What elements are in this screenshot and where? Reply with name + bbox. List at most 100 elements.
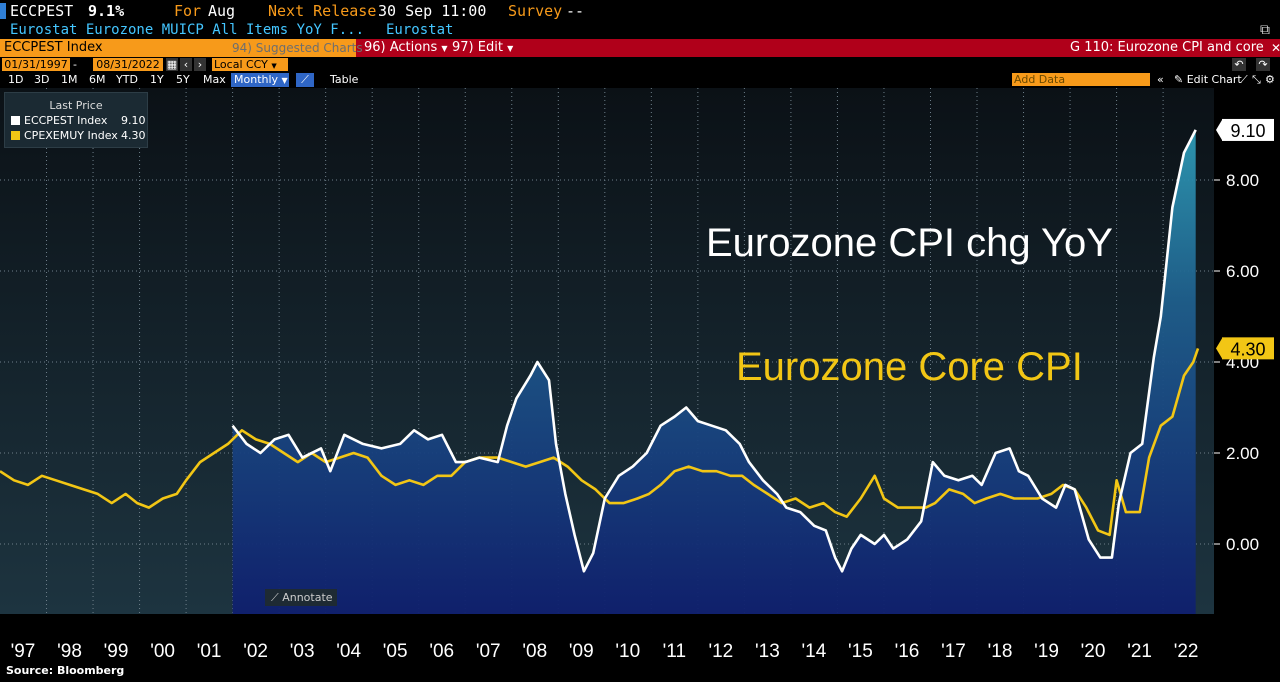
- x-tick-label: '17: [941, 641, 966, 662]
- y-tick-label: 8.00: [1226, 171, 1259, 190]
- redo-icon[interactable]: ↷: [1256, 58, 1270, 71]
- edit-chart-label: Edit Chart: [1186, 73, 1242, 86]
- zoom-icon[interactable]: ⤡: [1252, 73, 1261, 86]
- currency-label: Local CCY: [214, 58, 268, 71]
- x-tick-label: '98: [57, 641, 82, 662]
- period-max[interactable]: Max: [203, 73, 226, 86]
- date-to-input[interactable]: 08/31/2022: [93, 58, 163, 71]
- x-tick-label: '04: [336, 641, 361, 662]
- legend-item-core: CPEXEMUY Index 4.30: [11, 129, 146, 142]
- source-name: Eurostat: [386, 22, 454, 38]
- add-data-input[interactable]: Add Data: [1012, 73, 1150, 86]
- prev-icon[interactable]: ‹: [180, 58, 192, 71]
- x-tick-label: '21: [1127, 641, 1152, 662]
- frequency-select[interactable]: Monthly ▼: [231, 73, 289, 87]
- core-cpi-line: [0, 347, 1200, 537]
- draw-icon[interactable]: ⟋: [1240, 73, 1248, 86]
- legend-value-cpi: 9.10: [121, 114, 146, 127]
- x-tick-label: '18: [988, 641, 1013, 662]
- x-tick-label: '08: [522, 641, 547, 662]
- legend-name-cpi: ECCPEST Index: [24, 114, 108, 127]
- x-tick-label: '13: [755, 641, 780, 662]
- period-1d[interactable]: 1D: [8, 73, 24, 86]
- actions-menu[interactable]: 96) Actions ▼: [364, 39, 448, 58]
- next-release-label: Next Release: [268, 2, 377, 20]
- series-lines: [0, 129, 1200, 573]
- edit-menu[interactable]: 97) Edit ▼: [452, 39, 513, 58]
- x-tick-label: '09: [569, 641, 594, 662]
- cpi-area-fill: [232, 129, 1196, 614]
- cpi-annotation: Eurozone CPI chg YoY: [706, 221, 1113, 265]
- period-6m[interactable]: 6M: [89, 73, 106, 86]
- legend-name-core: CPEXEMUY Index: [24, 129, 118, 142]
- period-1y[interactable]: 1Y: [150, 73, 164, 86]
- period-ytd[interactable]: YTD: [116, 73, 138, 86]
- chart-plot[interactable]: 8.006.004.002.000.00 '97'98'99'00'01'02 '…: [0, 88, 1280, 682]
- last-value-text: 9.10: [1230, 121, 1265, 141]
- last-value-pointer: [1216, 119, 1222, 140]
- date-separator: -: [73, 58, 77, 71]
- edit-chart-button[interactable]: ✎ Edit Chart: [1174, 72, 1242, 88]
- legend-swatch-white: [11, 116, 20, 125]
- date-range-bar: 01/31/1997 - 08/31/2022 ▦ ‹ › Local CCY …: [0, 57, 1280, 72]
- series-area-0: [232, 129, 1196, 614]
- table-button[interactable]: Table: [330, 73, 359, 86]
- edit-label: 97) Edit: [452, 40, 503, 55]
- last-value-box: [1222, 118, 1274, 141]
- source-note: Source: Bloomberg: [6, 664, 125, 677]
- x-tick-label: '06: [429, 641, 454, 662]
- gear-icon[interactable]: ⚙: [1265, 73, 1275, 86]
- last-value: 9.1%: [88, 2, 125, 20]
- x-tick-label: '01: [197, 641, 222, 662]
- x-axis-ticks: '97 '98 '99 '00 '01 '02 '03 '04 '05 '06 '07 '08 '09 '…: [11, 641, 1199, 662]
- x-tick-label: '14: [802, 641, 827, 662]
- annotate-button[interactable]: ⟋ Annotate: [265, 589, 337, 606]
- undo-icon[interactable]: ↶: [1232, 58, 1246, 71]
- legend-title: Last Price: [49, 99, 103, 112]
- pencil-icon: ✎: [1174, 73, 1184, 86]
- period-1m[interactable]: 1M: [61, 73, 78, 86]
- calendar-icon[interactable]: ▦: [166, 58, 178, 71]
- security-header: ECCPEST 9.1% For Aug Next Release 30 Sep…: [0, 0, 1280, 22]
- x-tick-label: '20: [1081, 641, 1106, 662]
- period-5y[interactable]: 5Y: [176, 73, 190, 86]
- suggested-charts-button[interactable]: 94) Suggested Charts: [232, 41, 363, 55]
- x-tick-label: '16: [895, 641, 920, 662]
- period-bar: 1D 3D 1M 6M YTD 1Y 5Y Max Monthly ▼ ⟋ Ta…: [0, 72, 1280, 88]
- x-tick-label: '07: [476, 641, 501, 662]
- x-tick-label: '22: [1174, 641, 1199, 662]
- x-tick-label: '19: [1034, 641, 1059, 662]
- x-tick-label: '15: [848, 641, 873, 662]
- close-icon[interactable]: ✕: [1271, 41, 1280, 55]
- date-from-input[interactable]: 01/31/1997: [2, 58, 70, 71]
- cpi-line: [231, 129, 1197, 573]
- currency-select[interactable]: Local CCY ▼: [212, 58, 288, 71]
- next-release-value: 30 Sep 11:00: [378, 2, 487, 20]
- actions-label: 96) Actions: [364, 40, 438, 55]
- security-marker: [0, 3, 6, 19]
- for-value: Aug: [208, 2, 236, 20]
- chart-title: G 110: Eurozone CPI and core: [1070, 40, 1264, 55]
- x-tick-label: '10: [615, 641, 640, 662]
- legend-swatch-yellow: [11, 131, 20, 140]
- ticker-label: ECCPEST: [10, 2, 74, 20]
- legend: Last Price ECCPEST Index 9.10 CPEXEMUY I…: [4, 92, 148, 148]
- survey-label: Survey: [508, 2, 563, 20]
- for-label: For: [174, 2, 202, 20]
- next-icon[interactable]: ›: [194, 58, 206, 71]
- security-field[interactable]: ECCPEST Index: [0, 39, 356, 57]
- x-tick-label: '11: [663, 641, 686, 662]
- legend-value-core: 4.30: [121, 129, 146, 142]
- period-3d[interactable]: 3D: [34, 73, 50, 86]
- caret-down-icon: ▼: [441, 44, 448, 53]
- caret-down-icon: ▼: [281, 76, 288, 85]
- last-value-text: 4.30: [1230, 339, 1265, 359]
- x-tick-label: '12: [708, 641, 733, 662]
- survey-value: --: [566, 2, 585, 20]
- collapse-icon[interactable]: «: [1157, 73, 1164, 86]
- core-cpi-annotation: Eurozone Core CPI: [736, 345, 1083, 389]
- popout-icon[interactable]: ⧉: [1260, 22, 1270, 38]
- last-value-labels: 9.10 4.30: [1216, 118, 1274, 360]
- description-bar: Eurostat Eurozone MUICP All Items YoY F.…: [0, 22, 1280, 39]
- line-chart-icon[interactable]: ⟋: [296, 73, 314, 87]
